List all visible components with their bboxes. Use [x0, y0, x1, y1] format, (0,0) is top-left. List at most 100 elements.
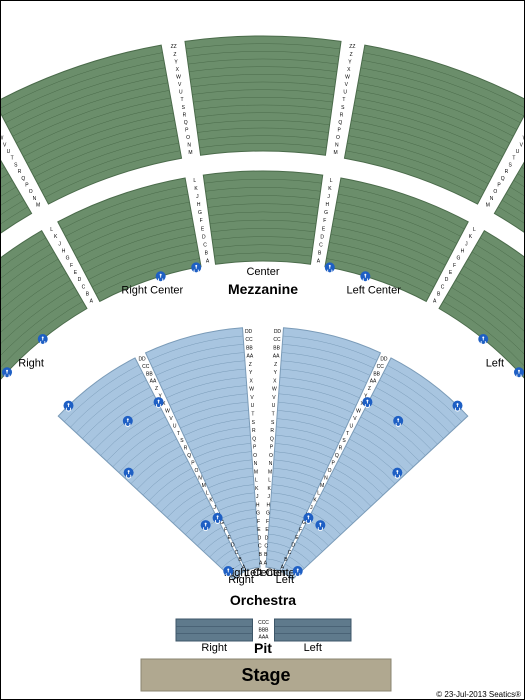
- svg-text:K: K: [255, 486, 259, 492]
- svg-text:M: M: [268, 469, 272, 475]
- svg-text:O: O: [195, 468, 199, 474]
- svg-text:J: J: [465, 241, 468, 247]
- svg-text:J: J: [327, 194, 330, 200]
- svg-text:AA: AA: [273, 354, 280, 360]
- svg-text:S: S: [180, 438, 184, 444]
- svg-text:R: R: [340, 112, 344, 118]
- svg-text:U: U: [173, 423, 177, 429]
- svg-text:W: W: [176, 74, 181, 80]
- svg-text:N: N: [269, 461, 273, 467]
- svg-text:M: M: [254, 469, 258, 475]
- svg-text:T: T: [181, 97, 184, 103]
- svg-text:CC: CC: [377, 364, 385, 370]
- svg-text:F: F: [70, 263, 73, 269]
- svg-text:U: U: [516, 149, 520, 155]
- svg-text:H: H: [256, 502, 260, 508]
- svg-text:Z: Z: [173, 52, 176, 58]
- svg-text:T: T: [11, 156, 14, 162]
- svg-text:ZZ: ZZ: [349, 44, 355, 50]
- svg-text:T: T: [251, 411, 254, 417]
- svg-text:L: L: [50, 227, 53, 233]
- svg-text:L: L: [330, 178, 333, 184]
- svg-text:O: O: [336, 135, 340, 141]
- orchestra: ABCDEFGHJKLMNOPQRSTUVWXYZAABBCCDDABCDEFG…: [58, 328, 468, 580]
- svg-text:V: V: [169, 416, 173, 422]
- svg-text:G: G: [324, 210, 328, 216]
- svg-text:N: N: [254, 461, 258, 467]
- svg-text:C: C: [441, 284, 445, 290]
- svg-text:AA: AA: [247, 354, 254, 360]
- svg-text:J: J: [58, 241, 61, 247]
- svg-text:V: V: [353, 416, 357, 422]
- svg-text:L: L: [317, 490, 320, 496]
- svg-text:E: E: [201, 226, 205, 232]
- svg-text:S: S: [341, 105, 345, 111]
- svg-text:O: O: [269, 453, 273, 459]
- svg-text:N: N: [490, 196, 494, 202]
- svg-text:CCC: CCC: [258, 620, 269, 626]
- svg-text:G: G: [457, 256, 461, 262]
- svg-text:U: U: [251, 403, 255, 409]
- svg-text:Y: Y: [274, 370, 278, 376]
- svg-text:E: E: [74, 270, 78, 276]
- svg-text:K: K: [469, 234, 473, 240]
- svg-text:O: O: [29, 189, 33, 195]
- svg-text:DD: DD: [138, 356, 146, 362]
- svg-text:F: F: [266, 519, 269, 525]
- svg-text:J: J: [256, 494, 259, 500]
- svg-text:BB: BB: [273, 345, 280, 351]
- stage-label: Stage: [241, 665, 290, 685]
- svg-text:D: D: [231, 542, 235, 548]
- svg-text:N: N: [198, 475, 202, 481]
- svg-text:CC: CC: [142, 364, 150, 370]
- svg-text:G: G: [256, 511, 260, 517]
- svg-text:X: X: [176, 67, 180, 73]
- svg-text:Q: Q: [270, 436, 274, 442]
- svg-text:Q: Q: [184, 120, 188, 126]
- svg-text:V: V: [250, 395, 254, 401]
- svg-text:V: V: [272, 395, 276, 401]
- svg-text:L: L: [255, 478, 258, 484]
- orch-section-label: Left: [276, 574, 294, 586]
- svg-text:R: R: [270, 428, 274, 434]
- svg-text:D: D: [291, 542, 295, 548]
- svg-text:Q: Q: [187, 453, 191, 459]
- svg-text:Z: Z: [274, 362, 277, 368]
- svg-text:T: T: [342, 97, 345, 103]
- orchestra-label: Orchestra: [230, 592, 296, 608]
- svg-text:E: E: [322, 226, 326, 232]
- svg-text:H: H: [267, 502, 271, 508]
- svg-text:S: S: [14, 162, 18, 168]
- svg-text:BBB: BBB: [258, 627, 269, 633]
- svg-text:C: C: [258, 544, 262, 550]
- svg-text:R: R: [183, 112, 187, 118]
- svg-text:V: V: [345, 82, 349, 88]
- mezzanine-label: Mezzanine: [228, 281, 298, 297]
- svg-text:Q: Q: [335, 453, 339, 459]
- svg-text:J: J: [196, 194, 199, 200]
- svg-text:K: K: [194, 186, 198, 192]
- svg-text:H: H: [62, 249, 66, 255]
- svg-text:U: U: [272, 403, 276, 409]
- svg-text:S: S: [509, 162, 513, 168]
- svg-text:Z: Z: [350, 52, 353, 58]
- svg-text:Z: Z: [155, 386, 158, 392]
- svg-text:V: V: [520, 142, 524, 148]
- mezz-section-label: Left Center: [346, 285, 401, 297]
- svg-text:Q: Q: [252, 436, 256, 442]
- svg-text:E: E: [257, 527, 261, 533]
- pit-left-label: Left: [304, 642, 322, 654]
- svg-text:V: V: [178, 82, 182, 88]
- svg-text:B: B: [318, 251, 322, 257]
- svg-text:AA: AA: [370, 379, 377, 385]
- svg-text:A: A: [317, 259, 321, 265]
- svg-text:L: L: [206, 490, 209, 496]
- svg-text:DD: DD: [245, 329, 253, 335]
- svg-text:H: H: [197, 202, 201, 208]
- svg-text:D: D: [445, 277, 449, 283]
- mezz-section-label: Center: [246, 266, 279, 278]
- svg-text:F: F: [323, 218, 326, 224]
- svg-text:C: C: [288, 550, 292, 556]
- svg-text:W: W: [345, 74, 350, 80]
- mezz-section-label: Right Center: [121, 285, 183, 297]
